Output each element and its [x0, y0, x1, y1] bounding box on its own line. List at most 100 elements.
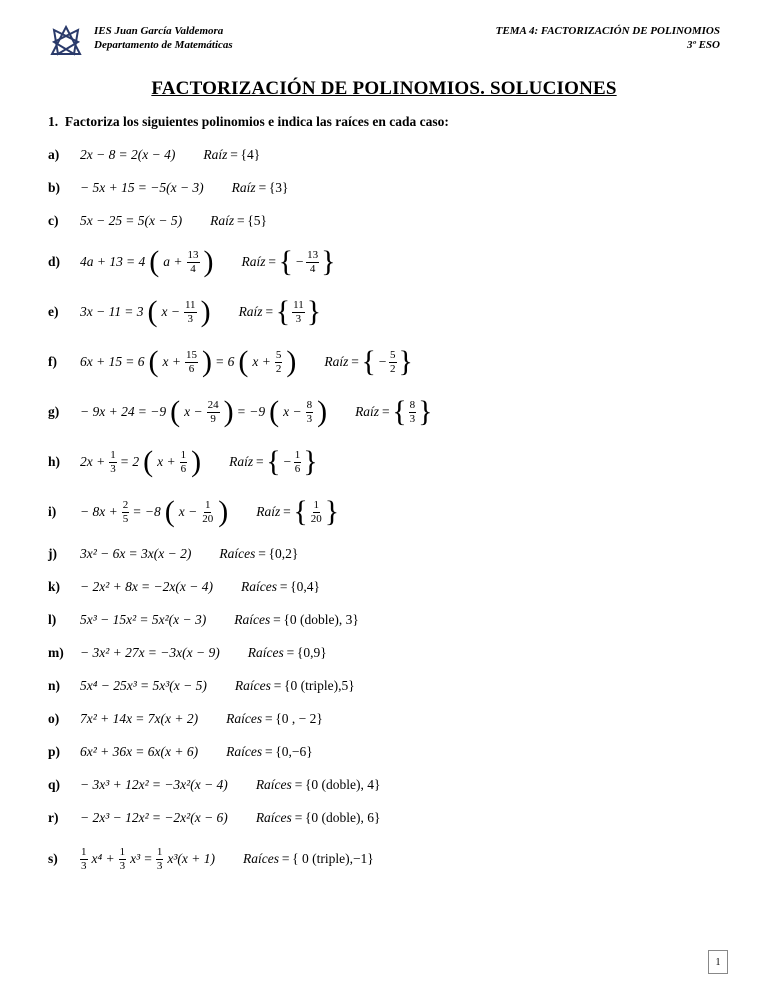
- item-label: c): [48, 213, 70, 229]
- instruction-num: 1.: [48, 114, 58, 129]
- item-label: g): [48, 404, 70, 420]
- item-f: f) 6x + 15= 6 (x + 156 ) = 6 (x + 52 ) R…: [48, 337, 720, 387]
- item-label: b): [48, 180, 70, 196]
- item-j: j) 3x² − 6x=3x(x − 2) Raíces = {0,2}: [48, 537, 720, 570]
- item-i: i) − 8x + 25 = −8 (x − 120 ) Raíz = { 12…: [48, 487, 720, 537]
- instruction: 1. Factoriza los siguientes polinomios e…: [48, 114, 720, 130]
- lhs: − 9x + 24: [80, 404, 135, 420]
- item-label: m): [48, 645, 70, 661]
- item-label: d): [48, 254, 70, 270]
- root: Raíz = {4}: [203, 147, 260, 163]
- rhs: 5(x − 5): [138, 213, 182, 229]
- item-o: o) 7x² + 14x=7x(x + 2) Raíces = {0 , − 2…: [48, 702, 720, 735]
- roots: Raíces = {0 (doble), 3}: [234, 612, 359, 628]
- lhs: − 8x +: [80, 504, 118, 520]
- equation: 5x − 25= 5(x − 5): [80, 213, 182, 229]
- equation: − 9x + 24= −9 (x − 249 ) = −9 (x − 83 ): [80, 400, 327, 425]
- grade: 3º ESO: [496, 38, 720, 52]
- item-label: n): [48, 678, 70, 694]
- equation: 13 x⁴ + 13 x³ = 13 x³(x + 1): [80, 847, 215, 872]
- root: Raíz = {− 134 }: [242, 250, 336, 275]
- root: Raíz = {− 16 }: [229, 450, 318, 475]
- equation: 2x + 13 = 2 (x + 16 ): [80, 450, 201, 475]
- item-d: d) 4a + 13= 4 ( a + 134 ) Raíz = {− 134 …: [48, 237, 720, 287]
- item-label: h): [48, 454, 70, 470]
- item-label: k): [48, 579, 70, 595]
- lhs: 5x − 25: [80, 213, 122, 229]
- equation: 4a + 13= 4 ( a + 134 ): [80, 250, 214, 275]
- dept-name: Departamento de Matemáticas: [94, 38, 486, 52]
- equation: 3x − 11= 3 ( x − 113 ): [80, 300, 211, 325]
- roots: Raíces = {0 (triple),5}: [235, 678, 355, 694]
- roots: Raíces = {0,4}: [241, 579, 320, 595]
- school-name: IES Juan García Valdemora: [94, 24, 486, 38]
- rhs: 2(x − 4): [131, 147, 175, 163]
- equation: − 2x² + 8x=−2x(x − 4): [80, 579, 213, 595]
- item-h: h) 2x + 13 = 2 (x + 16 ) Raíz = {− 16 }: [48, 437, 720, 487]
- roots: Raíces = {0,−6}: [226, 744, 313, 760]
- roots: Raíces = {0,2}: [219, 546, 298, 562]
- item-c: c) 5x − 25= 5(x − 5) Raíz = {5}: [48, 204, 720, 237]
- equation: 6x + 15= 6 (x + 156 ) = 6 (x + 52 ): [80, 350, 296, 375]
- item-l: l) 5x³ − 15x²=5x²(x − 3) Raíces = {0 (do…: [48, 603, 720, 636]
- logo-icon: [48, 24, 84, 62]
- page: IES Juan García Valdemora Departamento d…: [0, 0, 768, 894]
- item-label: j): [48, 546, 70, 562]
- item-label: a): [48, 147, 70, 163]
- root: Raíz = { 83 }: [355, 400, 432, 425]
- root: Raíz = {3}: [232, 180, 289, 196]
- item-k: k) − 2x² + 8x=−2x(x − 4) Raíces = {0,4}: [48, 570, 720, 603]
- equation: 5x⁴ − 25x³=5x³(x − 5): [80, 678, 207, 694]
- item-g: g) − 9x + 24= −9 (x − 249 ) = −9 (x − 83…: [48, 387, 720, 437]
- item-m: m) − 3x² + 27x=−3x(x − 9) Raíces = {0,9}: [48, 636, 720, 669]
- item-label: r): [48, 810, 70, 826]
- item-q: q) − 3x³ + 12x²=−3x²(x − 4) Raíces = {0 …: [48, 768, 720, 801]
- item-r: r) − 2x³ − 12x²=−2x²(x − 6) Raíces = {0 …: [48, 801, 720, 834]
- lhs: 3x − 11: [80, 304, 121, 320]
- equation: 2x − 8 = 2(x − 4): [80, 147, 175, 163]
- equation: − 3x³ + 12x²=−3x²(x − 4): [80, 777, 228, 793]
- lhs: 2x +: [80, 454, 105, 470]
- instruction-text: Factoriza los siguientes polinomios e in…: [65, 114, 449, 129]
- item-label: s): [48, 851, 70, 867]
- item-label: f): [48, 354, 70, 370]
- equation: − 5x + 15= −5(x − 3): [80, 180, 204, 196]
- item-b: b) − 5x + 15= −5(x − 3) Raíz = {3}: [48, 171, 720, 204]
- item-e: e) 3x − 11= 3 ( x − 113 ) Raíz = { 113 }: [48, 287, 720, 337]
- header-right: TEMA 4: FACTORIZACIÓN DE POLINOMIOS 3º E…: [496, 24, 720, 53]
- rhs: −5(x − 3): [150, 180, 203, 196]
- roots: Raíces = {0,9}: [248, 645, 327, 661]
- header-left: IES Juan García Valdemora Departamento d…: [94, 24, 486, 53]
- root: Raíz = { 120 }: [256, 500, 339, 525]
- roots: Raíces = {0 , − 2}: [226, 711, 323, 727]
- lhs: 4a + 13: [80, 254, 123, 270]
- equation: 6x² + 36x=6x(x + 6): [80, 744, 198, 760]
- item-s: s) 13 x⁴ + 13 x³ = 13 x³(x + 1) Raíces =…: [48, 834, 720, 884]
- equation: − 3x² + 27x=−3x(x − 9): [80, 645, 220, 661]
- root: Raíz = { 113 }: [239, 300, 322, 325]
- exercise-list: a) 2x − 8 = 2(x − 4) Raíz = {4} b) − 5x …: [48, 138, 720, 884]
- lhs: 2x − 8: [80, 147, 115, 163]
- header: IES Juan García Valdemora Departamento d…: [48, 24, 720, 62]
- equation: 7x² + 14x=7x(x + 2): [80, 711, 198, 727]
- equation: − 8x + 25 = −8 (x − 120 ): [80, 500, 228, 525]
- page-title: FACTORIZACIÓN DE POLINOMIOS. SOLUCIONES: [48, 78, 720, 100]
- equation: 5x³ − 15x²=5x²(x − 3): [80, 612, 206, 628]
- item-label: o): [48, 711, 70, 727]
- roots: Raíces = { 0 (triple),−1}: [243, 851, 374, 867]
- item-label: p): [48, 744, 70, 760]
- lhs: − 5x + 15: [80, 180, 135, 196]
- topic: TEMA 4: FACTORIZACIÓN DE POLINOMIOS: [496, 24, 720, 38]
- roots: Raíces = {0 (doble), 4}: [256, 777, 381, 793]
- roots: Raíces = {0 (doble), 6}: [256, 810, 381, 826]
- root: Raíz = {− 52 }: [324, 350, 413, 375]
- item-a: a) 2x − 8 = 2(x − 4) Raíz = {4}: [48, 138, 720, 171]
- item-label: q): [48, 777, 70, 793]
- equation: − 2x³ − 12x²=−2x²(x − 6): [80, 810, 228, 826]
- item-n: n) 5x⁴ − 25x³=5x³(x − 5) Raíces = {0 (tr…: [48, 669, 720, 702]
- item-label: e): [48, 304, 70, 320]
- root: Raíz = {5}: [210, 213, 267, 229]
- lhs: 6x + 15: [80, 354, 122, 370]
- item-p: p) 6x² + 36x=6x(x + 6) Raíces = {0,−6}: [48, 735, 720, 768]
- item-label: l): [48, 612, 70, 628]
